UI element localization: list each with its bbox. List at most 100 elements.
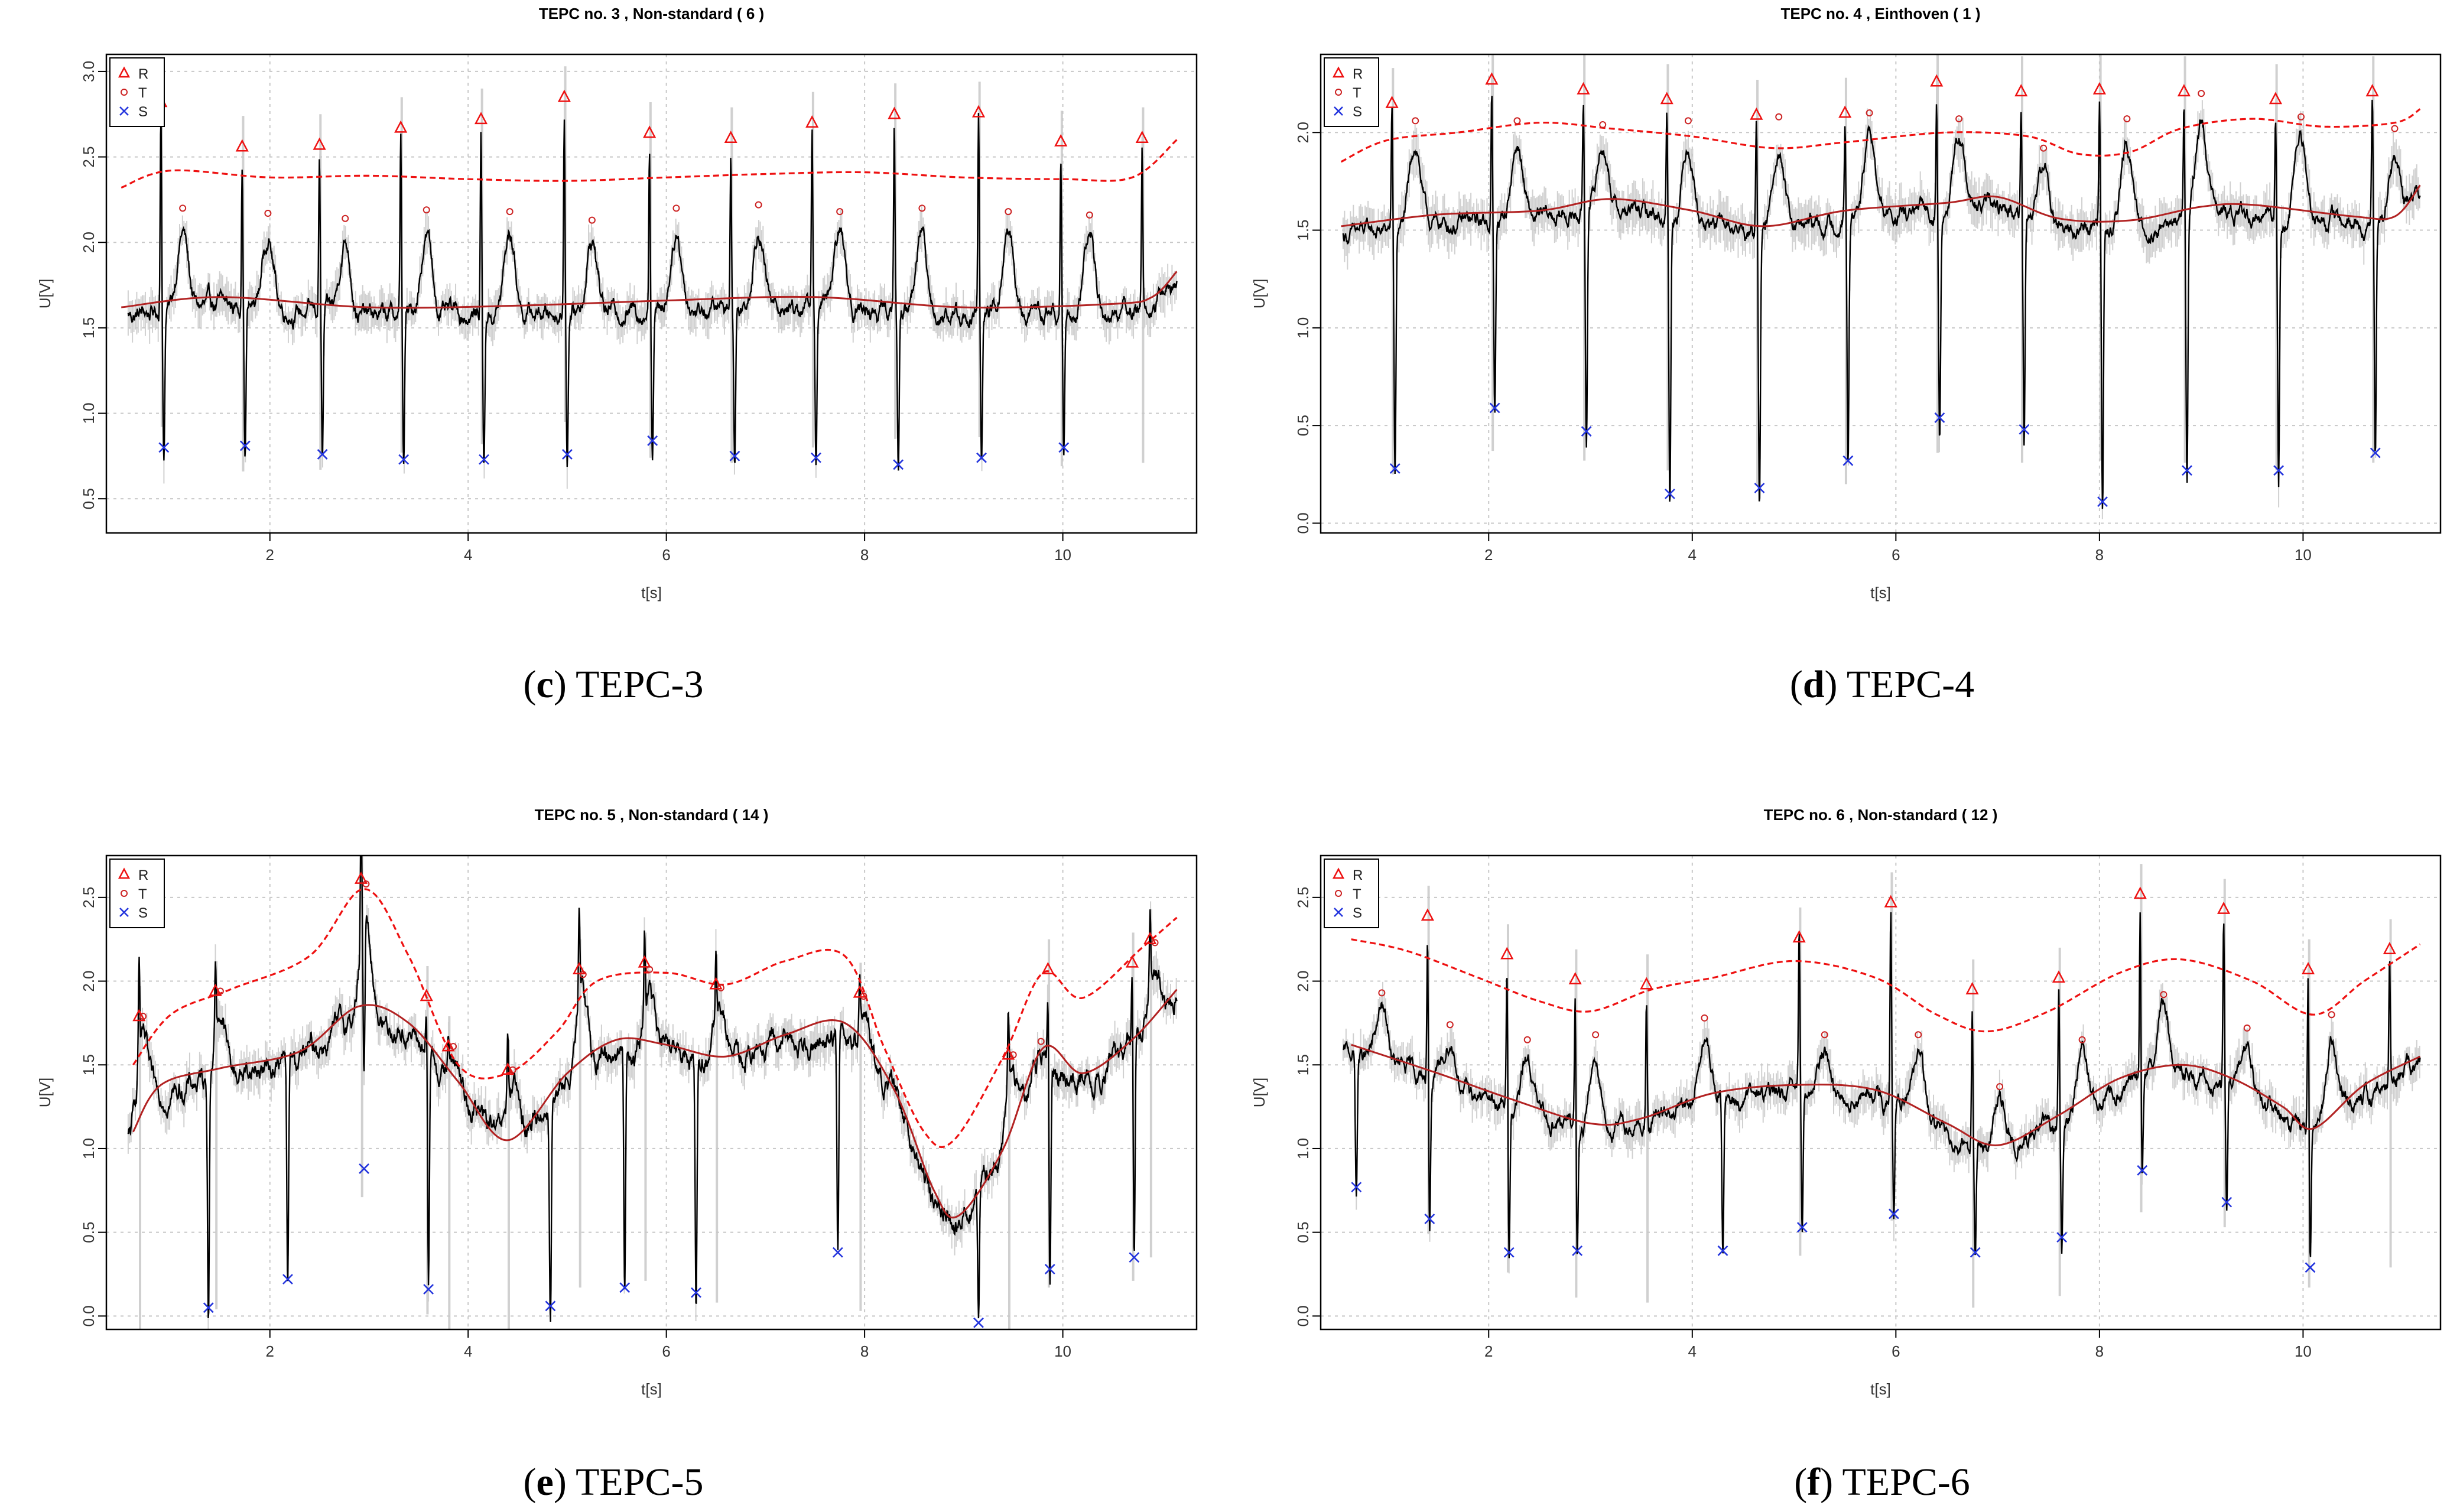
r-peak-marker bbox=[1930, 74, 1944, 87]
s-point-marker bbox=[545, 1300, 556, 1312]
legend-label: R bbox=[1353, 66, 1363, 82]
t-peak-marker bbox=[646, 965, 654, 973]
y-tick-label: 1.5 bbox=[80, 317, 98, 339]
x-tick-label: 2 bbox=[266, 546, 274, 564]
axes: 2 4 6 8 10 0.5 1.0 1.5 2.0 2.5 3.0 t[s] U[V] bbox=[36, 61, 1071, 601]
s-point-marker bbox=[317, 449, 328, 460]
s-point-marker bbox=[239, 440, 251, 451]
r-peak-marker bbox=[2177, 84, 2191, 97]
legend-label: R bbox=[1353, 867, 1363, 883]
s-point-marker bbox=[1664, 488, 1675, 499]
s-point-marker bbox=[2370, 447, 2381, 459]
r-peak-marker bbox=[1792, 930, 1806, 943]
x-tick-label: 2 bbox=[1484, 1342, 1493, 1360]
y-tick-label: 0.0 bbox=[80, 1305, 98, 1326]
t-peak-marker bbox=[139, 1013, 147, 1020]
s-point-marker bbox=[1572, 1245, 1583, 1256]
t-peak-marker bbox=[860, 993, 867, 1000]
caption-text: TEPC-3 bbox=[576, 663, 703, 706]
t-peak-marker bbox=[717, 984, 724, 991]
x-tick-label: 2 bbox=[266, 1342, 274, 1360]
caption-letter: d bbox=[1803, 663, 1825, 706]
r-peak-marker bbox=[1500, 947, 1514, 960]
s-point-marker bbox=[2182, 465, 2192, 476]
s-point-marker bbox=[2273, 465, 2284, 476]
r-peak-marker bbox=[888, 106, 901, 119]
y-axis-label: U[V] bbox=[1250, 279, 1268, 309]
markers bbox=[1385, 72, 2399, 508]
r-peak-marker bbox=[643, 125, 657, 138]
baseline-curve bbox=[132, 989, 1178, 1219]
x-tick-label: 8 bbox=[860, 1342, 869, 1360]
r-peak-marker bbox=[2365, 84, 2379, 97]
y-tick-label: 2.0 bbox=[1294, 122, 1312, 143]
legend-box bbox=[1324, 57, 1379, 127]
legend-t-symbol bbox=[1335, 89, 1342, 96]
legend-t-symbol bbox=[121, 89, 128, 96]
legend-s-symbol bbox=[1334, 106, 1343, 116]
panel-c: TEPC no. 3 , Non-standard ( 6 ) 2 4 6 8 10 0.5… bbox=[36, 5, 1198, 601]
t-peak-marker bbox=[362, 880, 370, 888]
x-axis-label: t[s] bbox=[1870, 584, 1891, 601]
caption-close-paren: ) bbox=[554, 1461, 576, 1504]
y-tick-label: 1.5 bbox=[1294, 1054, 1312, 1075]
r-peak-marker bbox=[2269, 92, 2282, 105]
y-tick-label: 2.0 bbox=[80, 232, 98, 253]
s-point-marker bbox=[691, 1287, 701, 1298]
y-axis-label: U[V] bbox=[1250, 1078, 1268, 1108]
r-peak-marker bbox=[1577, 82, 1590, 95]
s-point-marker bbox=[1389, 463, 1400, 474]
x-tick-label: 8 bbox=[2095, 546, 2104, 564]
legend-label: R bbox=[138, 867, 148, 883]
s-point-marker bbox=[1424, 1214, 1435, 1224]
legend: RTS bbox=[1324, 57, 1379, 127]
s-point-marker bbox=[203, 1302, 214, 1313]
axes: 2 4 6 8 10 0.0 0.5 1.0 1.5 2.0 2.5 t[s] U[V] bbox=[1250, 887, 2312, 1398]
x-tick-label: 8 bbox=[860, 546, 869, 564]
s-point-marker bbox=[976, 452, 987, 463]
s-point-marker bbox=[479, 454, 489, 465]
chart-title: TEPC no. 4 , Einthoven ( 1 ) bbox=[1780, 5, 1980, 22]
t-peak-marker bbox=[1866, 109, 1873, 117]
ecg-signal-line bbox=[127, 113, 1178, 471]
plot-frame bbox=[105, 53, 1198, 534]
ecg-signal-line bbox=[1342, 96, 2421, 509]
s-point-marker bbox=[729, 450, 740, 461]
s-point-marker bbox=[893, 459, 904, 470]
t-peak-marker bbox=[1955, 115, 1963, 123]
t-peak-marker bbox=[2078, 1036, 2086, 1043]
caption-open-paren: ( bbox=[1790, 663, 1803, 706]
r-peak-marker bbox=[420, 989, 433, 1002]
r-peak-marker bbox=[1965, 982, 1979, 994]
s-point-marker bbox=[1351, 1182, 1362, 1193]
ecg-signal-line bbox=[1342, 912, 2421, 1259]
t-peak-marker bbox=[1592, 1031, 1600, 1039]
r-peak-marker bbox=[2217, 902, 2231, 914]
x-tick-label: 2 bbox=[1484, 546, 1493, 564]
legend-label: R bbox=[138, 66, 148, 82]
t-peak-marker bbox=[2040, 144, 2048, 152]
legend-r-symbol bbox=[1332, 66, 1345, 78]
caption-close-paren: ) bbox=[1825, 663, 1847, 706]
t-peak-marker bbox=[1378, 989, 1386, 997]
caption-text: TEPC-4 bbox=[1847, 663, 1974, 706]
chart-title: TEPC no. 3 , Non-standard ( 6 ) bbox=[539, 5, 764, 22]
y-axis-label: U[V] bbox=[36, 1078, 54, 1108]
t-peak-marker bbox=[2123, 115, 2131, 123]
legend: RTS bbox=[109, 859, 165, 928]
legend-label: S bbox=[1353, 905, 1362, 921]
legend-box bbox=[1324, 859, 1379, 928]
x-tick-label: 6 bbox=[662, 546, 670, 564]
s-point-marker bbox=[398, 454, 410, 465]
axes: 2 4 6 8 10 0.0 0.5 1.0 1.5 2.0 2.5 t[s] U[V] bbox=[36, 887, 1071, 1398]
t-peak-marker bbox=[1446, 1021, 1454, 1029]
s-point-marker bbox=[619, 1282, 631, 1293]
s-point-marker bbox=[647, 435, 658, 446]
t-peak-marker bbox=[579, 971, 587, 978]
r-peak-marker bbox=[805, 115, 819, 128]
t-peak-marker bbox=[1513, 117, 1521, 125]
r-envelope-curve bbox=[1340, 108, 2421, 163]
s-point-marker bbox=[811, 452, 821, 463]
legend-box bbox=[109, 57, 165, 127]
caption-close-paren: ) bbox=[554, 663, 576, 706]
